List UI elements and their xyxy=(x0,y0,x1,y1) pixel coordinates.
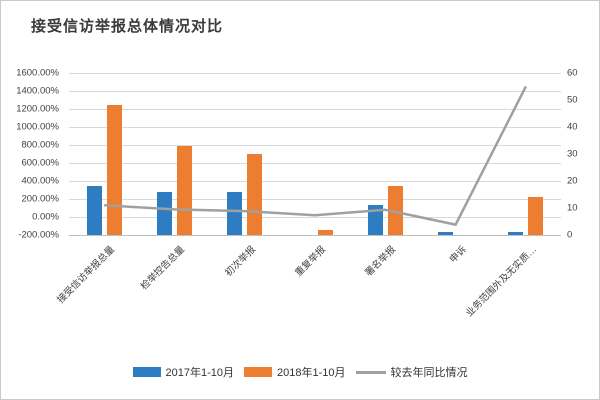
bar-2017 xyxy=(227,191,243,235)
y-left-tick-label: 200.00% xyxy=(21,193,59,205)
legend-label: 2017年1-10月 xyxy=(165,367,235,379)
legend-item: 2018年1-10月 xyxy=(244,364,346,380)
gridline xyxy=(69,109,561,110)
y-left-tick-label: 800.00% xyxy=(21,139,59,151)
y-right-tick-label: 0 xyxy=(567,229,573,241)
legend-label: 较去年同比情况 xyxy=(390,367,468,379)
bar-2017 xyxy=(156,191,172,235)
legend-item: 2017年1-10月 xyxy=(132,364,235,380)
y-left-tick-label: 1200.00% xyxy=(16,103,59,115)
legend-item: 较去年同比情况 xyxy=(355,364,468,380)
gridline xyxy=(69,163,561,164)
gridline xyxy=(69,127,561,128)
y-left-tick-label: 1400.00% xyxy=(16,85,59,97)
y-left-tick-label: -200.00% xyxy=(18,229,59,241)
y-left-tick-label: 600.00% xyxy=(21,157,59,169)
gridline xyxy=(69,91,561,92)
y-right-tick-label: 40 xyxy=(567,121,578,133)
bar-2017 xyxy=(367,205,383,235)
y-right-tick-label: 50 xyxy=(567,94,578,106)
bar-2017 xyxy=(508,232,524,235)
gridline xyxy=(69,235,561,236)
legend-line-swatch xyxy=(355,370,386,374)
y-right-tick-label: 10 xyxy=(567,202,578,214)
bar-2018 xyxy=(247,154,263,235)
gridline xyxy=(69,217,561,218)
legend-bar-swatch xyxy=(132,367,161,377)
bar-2018 xyxy=(106,105,122,235)
y-left-tick-label: 0.00% xyxy=(32,211,59,223)
legend-label: 2018年1-10月 xyxy=(277,367,346,379)
y-left-tick-label: 1600.00% xyxy=(16,67,59,79)
gridline xyxy=(69,199,561,200)
gridline xyxy=(69,181,561,182)
y-left-tick-label: 1000.00% xyxy=(16,121,59,133)
bar-2018 xyxy=(528,197,544,235)
chart-title: 接受信访举报总体情况对比 xyxy=(31,18,224,35)
gridline xyxy=(69,73,561,74)
y-right-tick-label: 30 xyxy=(567,148,578,160)
legend-bar-swatch xyxy=(244,367,272,377)
gridline xyxy=(69,145,561,146)
legend: 2017年1-10月 2018年1-10月 较去年同比情况 xyxy=(1,361,599,383)
y-right-tick-label: 20 xyxy=(567,175,578,187)
bar-2017 xyxy=(438,232,454,235)
y-right-tick-label: 60 xyxy=(567,67,578,79)
bar-2017 xyxy=(86,186,102,235)
bar-2018 xyxy=(317,229,333,235)
y-left-tick-label: 400.00% xyxy=(21,175,59,187)
trend-line xyxy=(104,85,527,227)
bar-2018 xyxy=(176,145,192,235)
